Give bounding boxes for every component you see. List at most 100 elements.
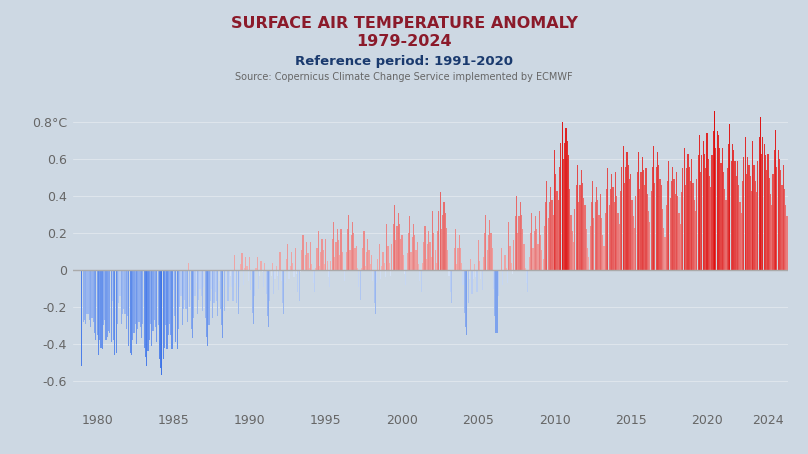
Bar xyxy=(284,270,286,283)
Bar xyxy=(84,270,85,320)
Bar xyxy=(95,270,96,340)
Bar xyxy=(801,194,802,270)
Bar xyxy=(574,209,575,270)
Bar xyxy=(178,270,179,329)
Bar xyxy=(135,270,136,324)
Bar xyxy=(423,242,424,270)
Bar xyxy=(380,270,381,279)
Bar xyxy=(672,167,673,270)
Bar xyxy=(280,270,282,281)
Bar xyxy=(271,262,273,270)
Bar xyxy=(277,270,278,276)
Bar xyxy=(744,137,746,270)
Bar xyxy=(406,253,408,270)
Bar xyxy=(569,189,570,270)
Bar xyxy=(420,270,422,292)
Bar xyxy=(293,270,295,277)
Bar xyxy=(634,227,635,270)
Bar xyxy=(118,270,120,303)
Bar xyxy=(519,217,520,270)
Bar xyxy=(367,239,368,270)
Bar xyxy=(446,227,447,270)
Bar xyxy=(433,233,435,270)
Bar xyxy=(419,270,420,281)
Bar xyxy=(422,262,423,270)
Bar xyxy=(592,181,593,270)
Bar xyxy=(182,270,183,326)
Bar xyxy=(306,242,307,270)
Bar xyxy=(710,187,711,270)
Text: SURFACE AIR TEMPERATURE ANOMALY: SURFACE AIR TEMPERATURE ANOMALY xyxy=(230,16,578,31)
Bar xyxy=(175,270,176,342)
Bar xyxy=(370,265,371,270)
Bar xyxy=(305,255,306,270)
Bar xyxy=(289,266,291,270)
Bar xyxy=(311,265,313,270)
Bar xyxy=(397,226,398,270)
Bar xyxy=(173,270,174,291)
Bar xyxy=(195,270,196,296)
Bar xyxy=(353,233,355,270)
Bar xyxy=(788,185,789,270)
Bar xyxy=(639,189,640,270)
Bar xyxy=(235,270,236,283)
Bar xyxy=(262,270,263,272)
Bar xyxy=(531,213,532,270)
Bar xyxy=(537,244,539,270)
Bar xyxy=(606,189,607,270)
Bar xyxy=(479,261,480,270)
Bar xyxy=(448,270,449,276)
Bar xyxy=(328,270,329,277)
Bar xyxy=(331,239,333,270)
Bar xyxy=(663,227,664,270)
Bar xyxy=(613,202,615,270)
Bar xyxy=(586,229,587,270)
Bar xyxy=(695,211,696,270)
Bar xyxy=(442,215,444,270)
Bar xyxy=(504,255,506,270)
Bar xyxy=(388,246,389,270)
Bar xyxy=(86,270,87,314)
Bar xyxy=(771,205,772,270)
Bar xyxy=(93,270,94,322)
Bar xyxy=(424,226,426,270)
Bar xyxy=(357,268,358,270)
Bar xyxy=(288,270,289,279)
Bar xyxy=(300,270,301,272)
Bar xyxy=(409,217,410,270)
Bar xyxy=(620,191,621,270)
Bar xyxy=(208,270,209,326)
Bar xyxy=(522,229,524,270)
Bar xyxy=(193,270,194,318)
Bar xyxy=(685,185,686,270)
Bar xyxy=(638,152,639,270)
Bar xyxy=(96,270,98,335)
Bar xyxy=(395,241,396,270)
Bar xyxy=(625,167,626,270)
Bar xyxy=(648,211,649,270)
Bar xyxy=(246,266,247,270)
Bar xyxy=(296,270,297,274)
Bar xyxy=(330,261,331,270)
Bar xyxy=(581,170,582,270)
Bar xyxy=(398,213,399,270)
Bar xyxy=(765,155,766,270)
Bar xyxy=(477,270,478,292)
Bar xyxy=(186,270,187,309)
Bar xyxy=(441,229,442,270)
Bar xyxy=(225,270,226,285)
Bar xyxy=(338,241,339,270)
Bar xyxy=(292,262,293,270)
Bar xyxy=(789,161,790,270)
Bar xyxy=(530,233,531,270)
Bar xyxy=(154,270,155,320)
Bar xyxy=(362,248,364,270)
Bar xyxy=(171,270,173,350)
Bar xyxy=(346,252,347,270)
Bar xyxy=(418,265,419,270)
Bar xyxy=(159,270,160,359)
Bar xyxy=(566,141,568,270)
Bar xyxy=(577,165,578,270)
Bar xyxy=(560,143,562,270)
Bar xyxy=(700,172,701,270)
